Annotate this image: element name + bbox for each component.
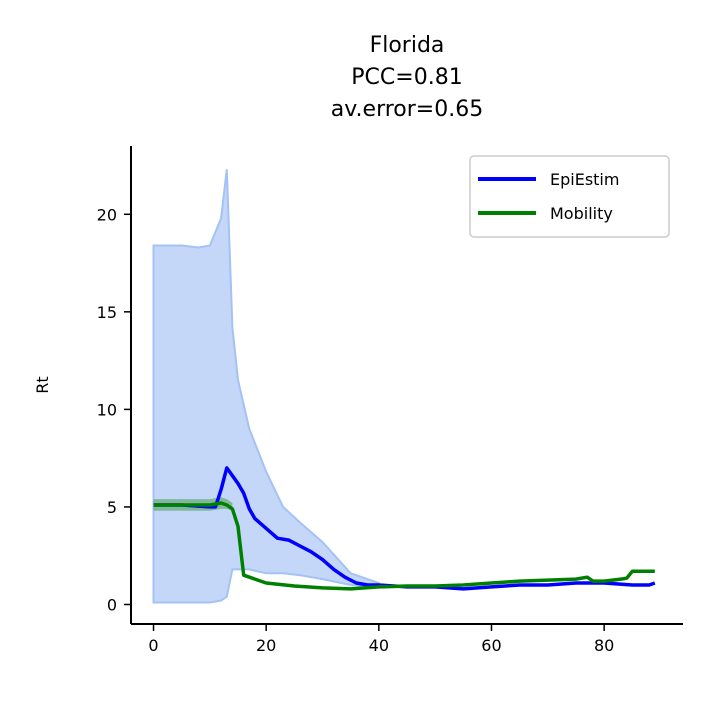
- legend-label-mobility: Mobility: [550, 204, 613, 223]
- x-tick-label: 0: [148, 636, 158, 655]
- x-tick-label: 40: [369, 636, 389, 655]
- legend: EpiEstim Mobility: [469, 155, 670, 238]
- x-tick-label: 20: [256, 636, 276, 655]
- x-tick-label: 80: [594, 636, 614, 655]
- legend-box: [469, 155, 670, 238]
- x-axis-ticks: 0 20 40 60 80: [148, 624, 614, 655]
- x-tick-label: 60: [481, 636, 501, 655]
- y-tick-label: 0: [107, 595, 117, 614]
- legend-label-epiestim: EpiEstim: [550, 170, 619, 189]
- y-tick-label: 10: [97, 400, 117, 419]
- title-line-pcc: PCC=0.81: [351, 65, 462, 90]
- y-axis-label: Rt: [33, 376, 52, 393]
- y-tick-label: 5: [107, 498, 117, 517]
- chart-title: Florida PCC=0.81 av.error=0.65: [331, 33, 483, 122]
- mobility-line: [153, 501, 655, 591]
- y-axis-ticks: 0 5 10 15 20: [97, 205, 131, 614]
- plot-area: [152, 169, 656, 604]
- y-tick-label: 20: [97, 205, 117, 224]
- title-line-state: Florida: [370, 33, 445, 58]
- epiestim-line: [153, 466, 656, 591]
- epiestim-confidence-band: [152, 169, 380, 604]
- y-tick-label: 15: [97, 303, 117, 322]
- title-line-error: av.error=0.65: [331, 97, 483, 122]
